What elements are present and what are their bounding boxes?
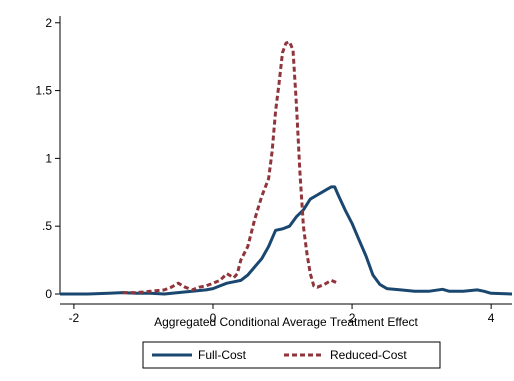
x-ticks: -2 0 2 4 <box>69 304 495 325</box>
y-tick-label: 0 <box>45 287 52 301</box>
series-layer <box>60 40 513 296</box>
x-tick-label: 0 <box>210 311 217 325</box>
legend-box <box>142 341 441 369</box>
series-line-full-cost <box>60 185 513 296</box>
x-tick-label: -2 <box>69 311 80 325</box>
x-tick-label: 2 <box>349 311 356 325</box>
axes <box>59 16 512 305</box>
x-tick-label: 4 <box>488 311 495 325</box>
legend-label-reduced-cost: Reduced-Cost <box>330 348 407 362</box>
y-tick-label: 1 <box>45 151 52 165</box>
x-axis-title: Aggregated Conditional Average Treatment… <box>154 315 418 329</box>
series-line-reduced-cost <box>122 40 339 295</box>
legend: Full-Cost Reduced-Cost <box>142 341 441 369</box>
y-tick-label: .5 <box>42 219 52 233</box>
y-tick-label: 1.5 <box>35 84 52 98</box>
legend-label-full-cost: Full-Cost <box>198 348 247 362</box>
y-ticks: 0 .5 1 1.5 2 <box>35 16 60 301</box>
y-tick-label: 2 <box>45 16 52 30</box>
